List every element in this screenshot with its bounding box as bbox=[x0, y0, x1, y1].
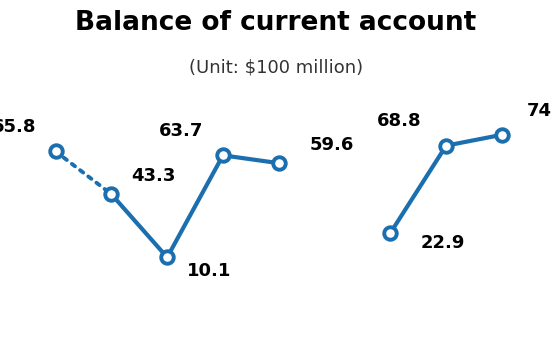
Text: 59.6: 59.6 bbox=[310, 136, 354, 154]
Text: 74.5: 74.5 bbox=[527, 101, 552, 120]
Text: 10.1: 10.1 bbox=[187, 262, 231, 280]
Text: 68.8: 68.8 bbox=[376, 112, 421, 130]
Text: 63.7: 63.7 bbox=[159, 122, 204, 140]
Text: (Unit: $100 million): (Unit: $100 million) bbox=[189, 59, 363, 77]
Text: Balance of current account: Balance of current account bbox=[76, 10, 476, 36]
Text: 65.8: 65.8 bbox=[0, 118, 36, 136]
Text: 22.9: 22.9 bbox=[421, 234, 465, 252]
Text: 43.3: 43.3 bbox=[131, 167, 176, 185]
